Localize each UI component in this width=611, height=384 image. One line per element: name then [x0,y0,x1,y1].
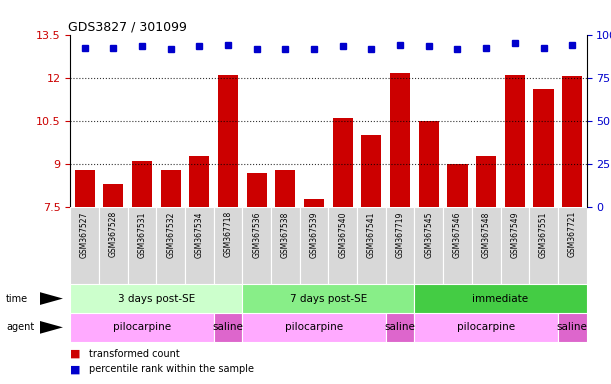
Text: GSM367545: GSM367545 [424,211,433,258]
Text: 3 days post-SE: 3 days post-SE [118,293,195,304]
Bar [500,207,529,284]
Text: saline: saline [385,322,415,333]
Text: GSM367546: GSM367546 [453,211,462,258]
Polygon shape [40,321,63,334]
Bar [243,284,414,313]
Text: GSM367528: GSM367528 [109,211,118,257]
Bar [333,118,353,207]
Text: percentile rank within the sample: percentile rank within the sample [89,364,254,374]
Text: GSM367532: GSM367532 [166,211,175,258]
Bar [414,207,443,284]
Text: GSM367549: GSM367549 [510,211,519,258]
Text: pilocarpine: pilocarpine [113,322,171,333]
Bar [99,207,128,284]
Bar [386,313,414,342]
Bar [361,136,381,207]
Bar [276,170,296,207]
Bar [70,207,99,284]
Text: GDS3827 / 301099: GDS3827 / 301099 [68,20,186,33]
Text: GSM367538: GSM367538 [281,211,290,258]
Bar [103,184,123,207]
Bar [75,170,95,207]
Text: GSM367534: GSM367534 [195,211,204,258]
Bar [243,313,386,342]
Bar [243,207,271,284]
Bar [476,156,496,207]
Text: saline: saline [213,322,243,333]
Bar [447,164,467,207]
Bar [414,284,587,313]
Text: GSM367721: GSM367721 [568,211,577,257]
Bar [189,156,210,207]
Bar [419,121,439,207]
Bar [70,284,243,313]
Bar [443,207,472,284]
Bar [472,207,500,284]
Bar [185,207,214,284]
Polygon shape [40,292,63,305]
Text: saline: saline [557,322,588,333]
Text: 7 days post-SE: 7 days post-SE [290,293,367,304]
Text: GSM367718: GSM367718 [224,211,233,257]
Bar [161,170,181,207]
Text: GSM367551: GSM367551 [539,211,548,258]
Text: GSM367719: GSM367719 [395,211,404,258]
Text: ■: ■ [70,364,81,374]
Bar [300,207,329,284]
Text: pilocarpine: pilocarpine [285,322,343,333]
Bar [128,207,156,284]
Bar [214,207,243,284]
Bar [329,207,357,284]
Text: transformed count: transformed count [89,349,180,359]
Bar [562,76,582,207]
Text: immediate: immediate [472,293,529,304]
Text: GSM367539: GSM367539 [310,211,318,258]
Text: GSM367548: GSM367548 [481,211,491,258]
Bar [533,89,554,207]
Bar [70,313,214,342]
Text: agent: agent [6,322,34,333]
Bar [271,207,300,284]
Bar [304,199,324,207]
Bar [558,313,587,342]
Bar [386,207,414,284]
Bar [218,75,238,207]
Text: ■: ■ [70,349,81,359]
Bar [558,207,587,284]
Text: GSM367540: GSM367540 [338,211,347,258]
Bar [505,75,525,207]
Bar [414,313,558,342]
Bar [529,207,558,284]
Text: GSM367541: GSM367541 [367,211,376,258]
Text: GSM367531: GSM367531 [137,211,147,258]
Polygon shape [43,295,58,302]
Text: GSM367527: GSM367527 [80,211,89,258]
Bar [156,207,185,284]
Bar [132,161,152,207]
Bar [390,73,410,207]
Bar [357,207,386,284]
Text: time: time [6,293,28,304]
Bar [247,173,267,207]
Text: GSM367536: GSM367536 [252,211,262,258]
Text: pilocarpine: pilocarpine [457,322,515,333]
Bar [214,313,243,342]
